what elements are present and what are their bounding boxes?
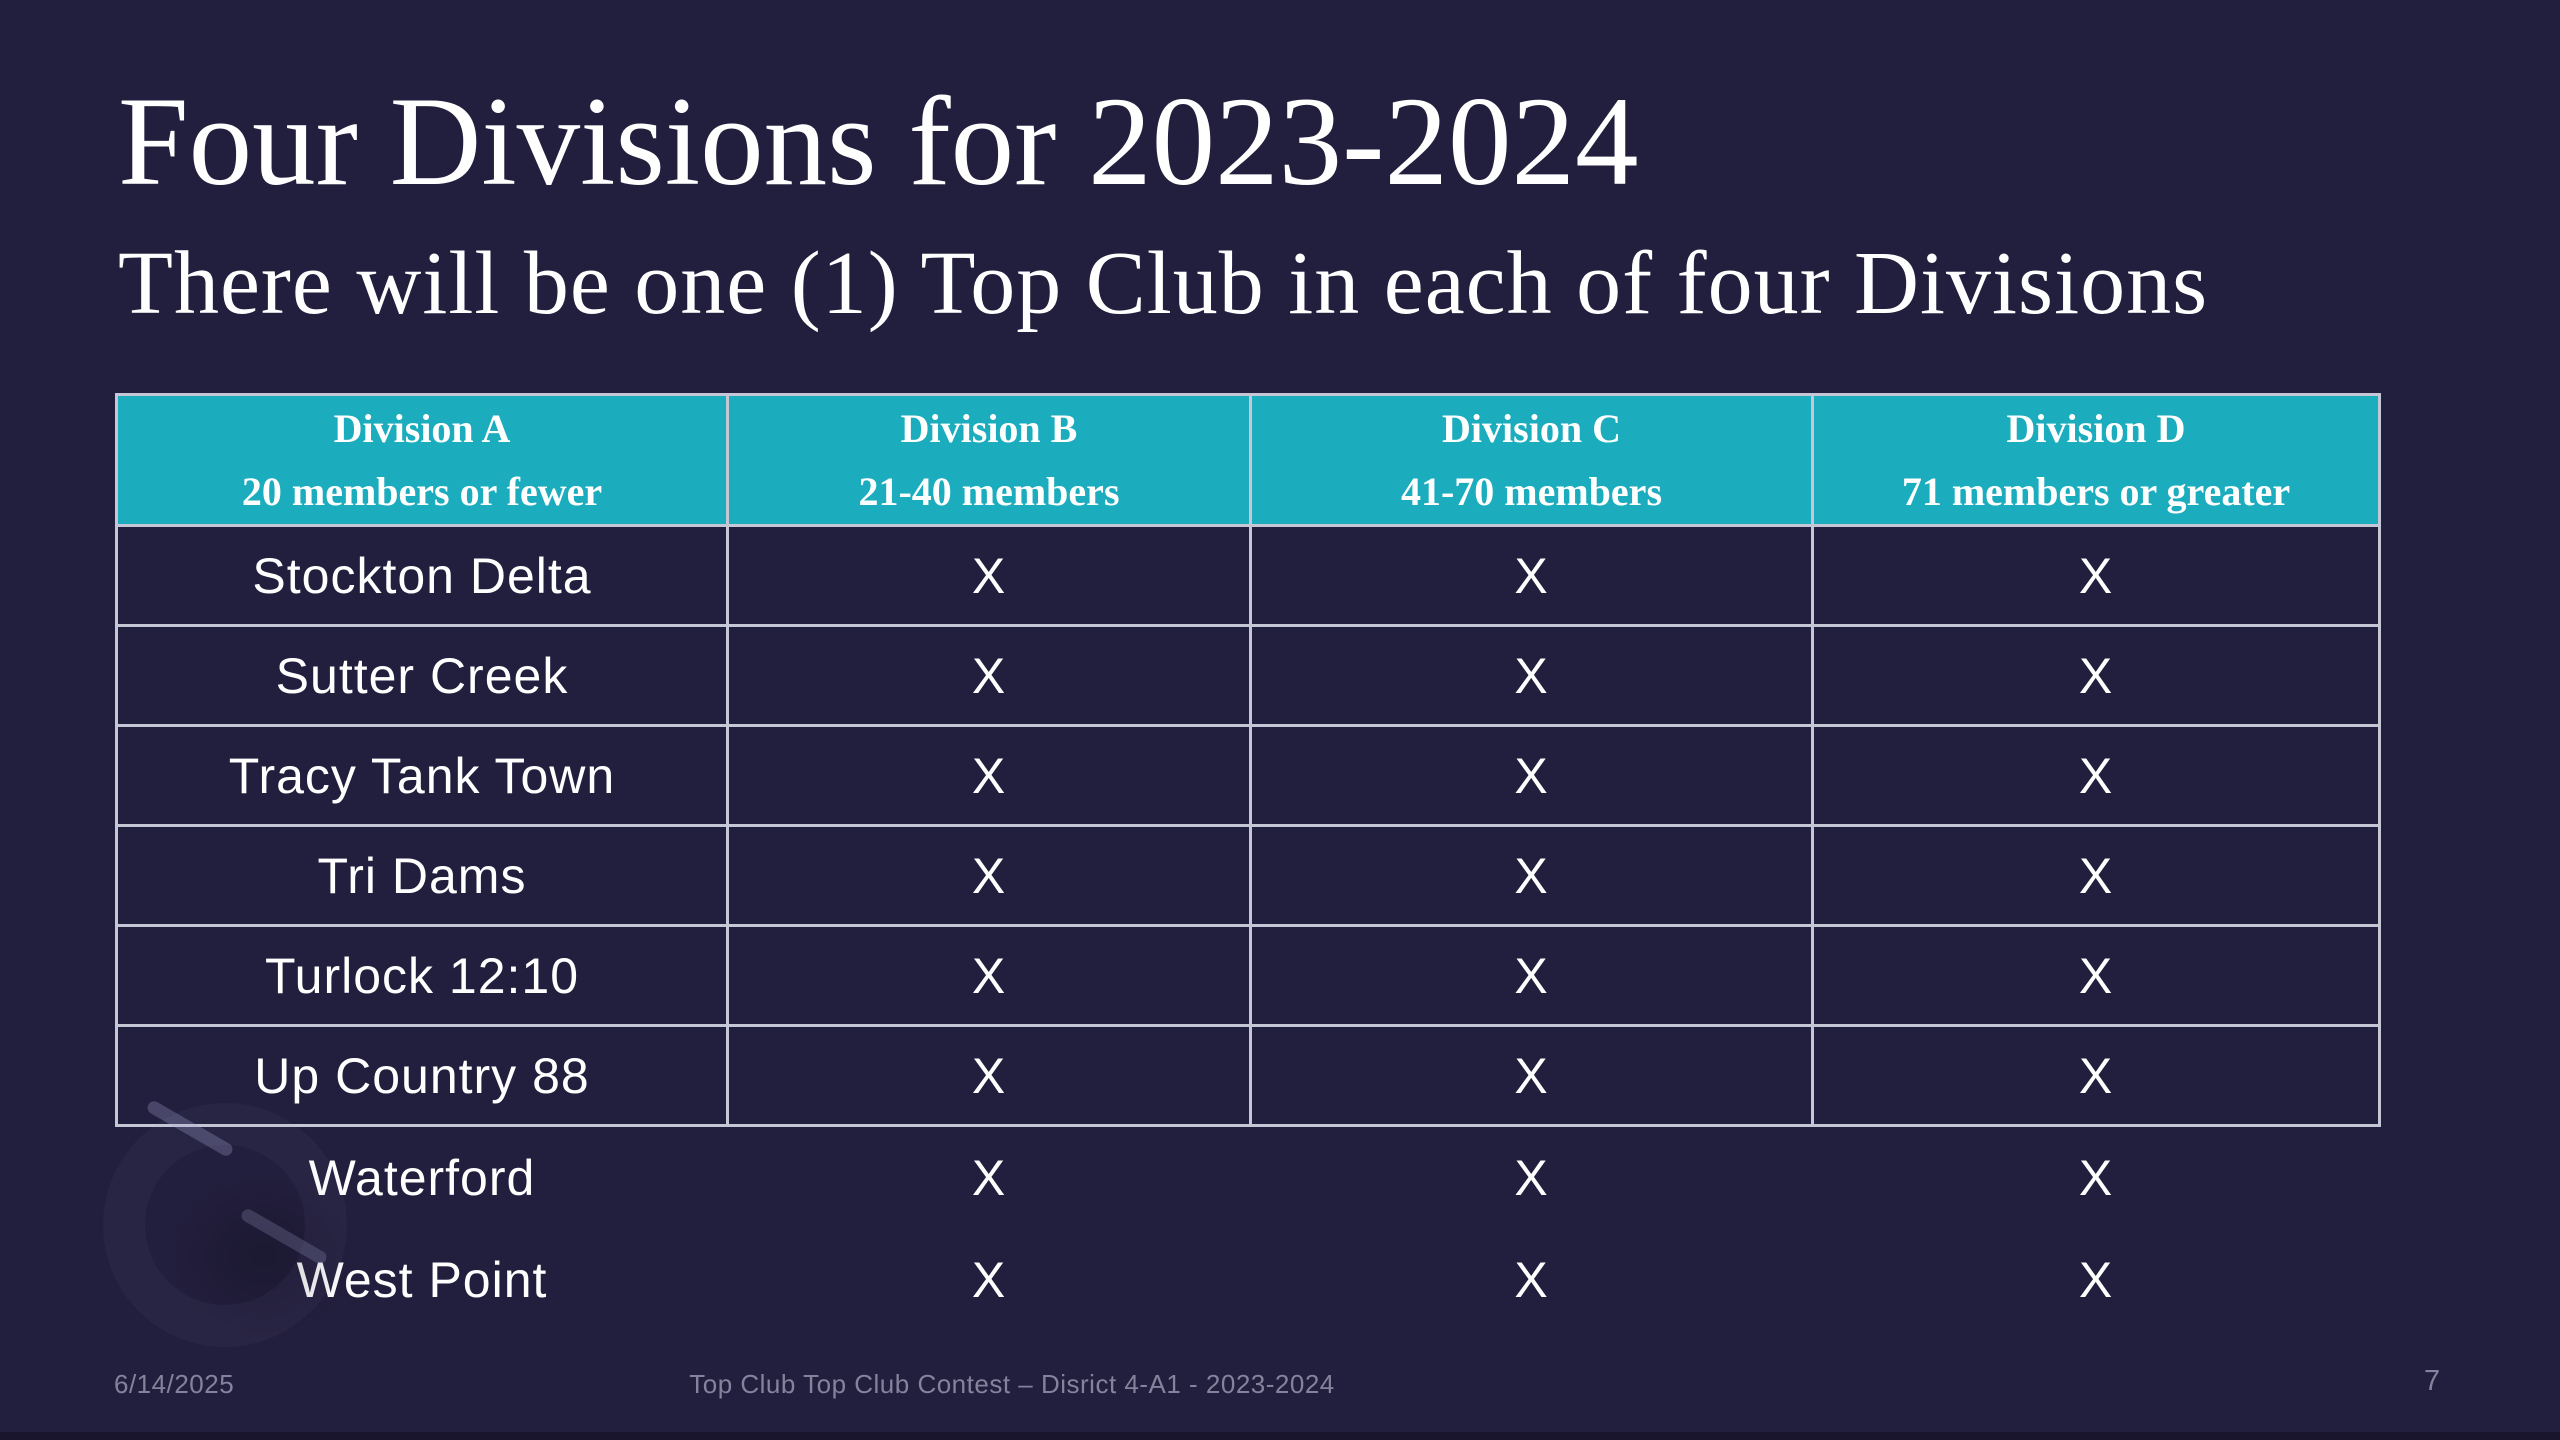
division-c-title: Division C (1442, 406, 1621, 451)
table-row: West Point X X X (117, 1229, 2380, 1332)
mark-cell: X (1249, 924, 1814, 1027)
table-row: Up Country 88 X X X (115, 1024, 2381, 1127)
mark-cell: X (726, 624, 1252, 727)
table-row: Tri Dams X X X (115, 824, 2381, 927)
mark-cell: X (1249, 624, 1814, 727)
mark-cell: X (1514, 1149, 1549, 1206)
mark-cell: X (1249, 524, 1814, 627)
footer-date: 6/14/2025 (114, 1369, 235, 1399)
division-d-title: Division D (2006, 406, 2186, 451)
mark-cell: X (1811, 524, 2381, 627)
club-name-cell: Waterford (308, 1149, 536, 1206)
table-header-row: Division A 20 members or fewer Division … (115, 393, 2381, 527)
division-a-title: Division A (333, 406, 511, 451)
page-number: 7 (2424, 1365, 2441, 1397)
table-row: Sutter Creek X X X (115, 624, 2381, 727)
header-cell-division-a: Division A 20 members or fewer (115, 393, 729, 527)
mark-cell: X (971, 1252, 1007, 1308)
club-name-cell: Tracy Tank Town (115, 724, 729, 827)
division-a-subtitle: 20 members or fewer (241, 469, 603, 514)
footer-title: Top Club Top Club Contest – Disrict 4-A1… (689, 1369, 1335, 1399)
table-row: Stockton Delta X X X (115, 524, 2381, 627)
mark-cell: X (2078, 1252, 2114, 1308)
slide-subtitle: There will be one (1) Top Club in each o… (118, 234, 2209, 333)
mark-cell: X (726, 924, 1252, 1027)
table-row: Tracy Tank Town X X X (115, 724, 2381, 827)
mark-cell: X (1811, 824, 2381, 927)
mark-cell: X (1811, 924, 2381, 1027)
mark-cell: X (1811, 624, 2381, 727)
mark-cell: X (726, 724, 1252, 827)
mark-cell: X (1249, 724, 1814, 827)
watermark-ring (103, 1103, 347, 1347)
club-name-cell: Sutter Creek (115, 624, 729, 727)
slide-bottom-edge (0, 1432, 2560, 1440)
table-row: Turlock 12:10 X X X (115, 924, 2381, 1027)
header-cell-division-c: Division C 41-70 members (1249, 393, 1814, 527)
division-b-subtitle: 21-40 members (858, 469, 1120, 514)
mark-cell: X (971, 1149, 1007, 1206)
club-name-cell: Stockton Delta (115, 524, 729, 627)
mark-cell: X (2078, 1149, 2114, 1206)
mark-cell: X (1514, 1252, 1549, 1308)
divisions-table: Division A 20 members or fewer Division … (115, 393, 2381, 1332)
mark-cell: X (726, 1024, 1252, 1127)
club-name-cell: Tri Dams (115, 824, 729, 927)
mark-cell: X (1811, 1024, 2381, 1127)
table-row: Waterford X X X (117, 1126, 2380, 1229)
mark-cell: X (726, 824, 1252, 927)
mark-cell: X (726, 524, 1252, 627)
club-name-cell: Turlock 12:10 (115, 924, 729, 1027)
mark-cell: X (1249, 824, 1814, 927)
header-cell-division-d: Division D 71 members or greater (1811, 393, 2381, 527)
mark-cell: X (1249, 1024, 1814, 1127)
mark-cell: X (1811, 724, 2381, 827)
division-b-title: Division B (900, 406, 1078, 451)
slide-title: Four Divisions for 2023-2024 (118, 72, 1639, 212)
header-cell-division-b: Division B 21-40 members (726, 393, 1252, 527)
division-c-subtitle: 41-70 members (1400, 469, 1663, 514)
division-d-subtitle: 71 members or greater (1901, 469, 2291, 514)
